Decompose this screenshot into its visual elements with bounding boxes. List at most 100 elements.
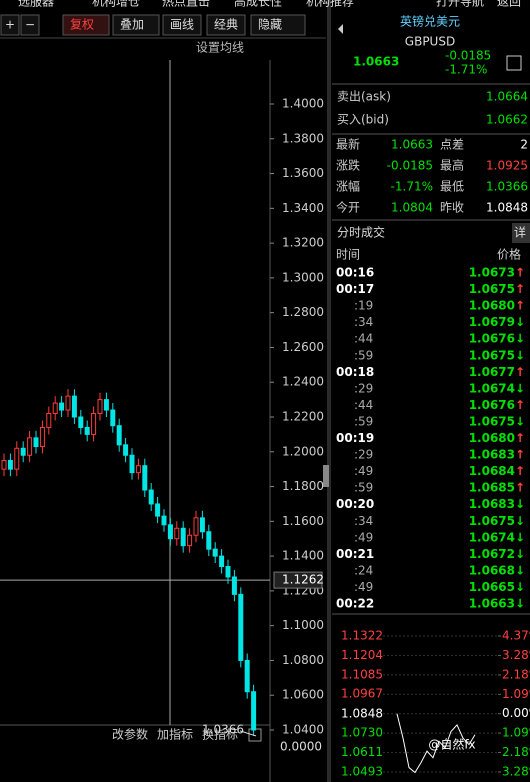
toolbar-button[interactable] <box>0 14 20 36</box>
trade-arrow: ↑ <box>515 266 525 280</box>
quote-value: 1.0848 <box>486 201 528 215</box>
trade-time: :59 <box>354 348 373 362</box>
y-tick-label: 1.3800 <box>282 131 324 145</box>
trade-arrow: ↑ <box>515 398 525 412</box>
trade-time: :29 <box>354 448 373 462</box>
toolbar-button-label[interactable]: − <box>25 18 35 32</box>
candle-body <box>1 459 7 470</box>
candle-body <box>33 437 39 448</box>
y-tick-label: 1.0730 <box>341 726 383 740</box>
toolbar-button[interactable] <box>162 14 202 36</box>
nav-item[interactable]: 机构推荐 <box>306 0 354 9</box>
y2-tick-label: 3.28% <box>502 648 530 662</box>
trade-arrow: ↓ <box>515 563 525 577</box>
candle-body <box>46 413 52 428</box>
trade-price: 1.0674 <box>469 530 515 544</box>
crosshair-box <box>273 571 323 589</box>
toolbar-button-label[interactable]: 画线 <box>170 18 194 32</box>
toolbar-button-label[interactable]: 复权 <box>70 18 94 32</box>
detail-label[interactable]: 详 <box>514 225 526 240</box>
trade-price: 1.0675 <box>469 514 515 528</box>
toolbar-button[interactable] <box>250 14 306 36</box>
toolbar-button-label[interactable]: 叠加 <box>120 18 144 32</box>
trade-arrow: ↑ <box>515 464 525 478</box>
nav-item[interactable]: 热点直击 <box>162 0 210 9</box>
minimize-button[interactable] <box>506 55 522 71</box>
toolbar-button[interactable] <box>20 14 40 36</box>
y-tick-label: 1.3200 <box>282 236 324 250</box>
trade-time: :19 <box>354 299 373 313</box>
trade-price: 1.0684 <box>469 464 515 478</box>
quote-label: 昨收 <box>440 201 464 215</box>
trade-arrow: ↓ <box>515 497 525 511</box>
trade-time: 00:16 <box>336 266 374 280</box>
y-tick-label: 1.2000 <box>282 444 324 458</box>
y2-tick-label: 2.18% <box>502 745 530 759</box>
y2-tick-label: 3.28% <box>502 765 530 779</box>
candle-body <box>155 503 161 517</box>
nav-item[interactable]: 返回 <box>497 0 521 9</box>
trade-arrow: ↑ <box>515 431 525 445</box>
toolbar-button[interactable] <box>112 14 160 36</box>
low-pointer <box>239 730 257 737</box>
price-line <box>396 713 476 774</box>
candle-body <box>78 416 84 428</box>
quote-value: -1.71% <box>391 180 433 194</box>
quote-label: 最高 <box>440 158 464 173</box>
trade-price: 1.0675 <box>469 414 515 428</box>
candle-body <box>199 517 205 533</box>
y-tick-label: 1.0600 <box>282 688 324 702</box>
trade-time: :59 <box>354 481 373 495</box>
y-tick-label: 1.1400 <box>282 549 324 563</box>
candle-body <box>225 566 231 578</box>
price: 1.0663 <box>353 55 399 69</box>
col-head: 时间 <box>336 248 360 262</box>
candle-body <box>212 548 218 557</box>
quote-value: 2 <box>520 138 528 152</box>
toolbar-button[interactable] <box>62 14 110 36</box>
detail-button[interactable] <box>512 223 530 243</box>
toolbar-button-label[interactable]: 经典 <box>214 18 238 32</box>
quote-label: 买入(bid) <box>337 113 389 127</box>
arrow-left[interactable] <box>338 24 343 34</box>
y-tick-label: 1.2600 <box>282 340 324 354</box>
trade-time: 00:19 <box>336 431 374 445</box>
pair-code: GBPUSD <box>405 35 455 49</box>
indicator-button[interactable]: 换指标 <box>202 727 238 742</box>
change: -0.0185 <box>445 49 491 63</box>
candle-body <box>103 399 109 411</box>
candle-body <box>20 447 26 456</box>
nav-item[interactable]: 机构增仓 <box>92 0 140 9</box>
trade-price: 1.0675 <box>469 282 515 296</box>
quote-value: 1.0366 <box>486 180 528 194</box>
trade-arrow: ↓ <box>515 315 525 329</box>
trade-time: :24 <box>354 563 373 577</box>
trade-arrow: ↓ <box>515 580 525 594</box>
y2-tick-label: 4.37% <box>502 629 530 643</box>
y-tick-label: 1.3400 <box>282 201 324 215</box>
nav-item[interactable]: 选服器 <box>18 0 54 9</box>
y2-tick-label: 2.18% <box>502 667 530 681</box>
toolbar-button[interactable] <box>206 14 246 36</box>
trade-arrow: ↓ <box>515 414 525 428</box>
trade-time: :44 <box>354 332 373 346</box>
collapse-handle[interactable] <box>323 465 329 487</box>
y-tick-label: 1.2800 <box>282 305 324 319</box>
candle-body <box>174 527 180 540</box>
toolbar-button-label[interactable]: 隐藏 <box>258 18 282 32</box>
candle-body <box>193 517 199 536</box>
change-pct: -1.71% <box>445 63 487 77</box>
trade-price: 1.0665 <box>469 580 515 594</box>
nav-item[interactable]: 打开导航 <box>436 0 484 9</box>
trades-title: 分时成交 <box>337 225 385 240</box>
toolbar-button-label[interactable]: + <box>5 18 15 32</box>
nav-item[interactable]: 高成长性 <box>234 0 282 9</box>
candle-body <box>167 524 173 540</box>
candle-body <box>52 402 58 415</box>
indicator-button[interactable]: 加指标 <box>157 727 193 742</box>
ma-setting[interactable]: 设置均线 <box>196 41 244 55</box>
quote-value: 1.0925 <box>486 159 528 173</box>
indicator-button[interactable]: 改参数 <box>112 727 148 742</box>
